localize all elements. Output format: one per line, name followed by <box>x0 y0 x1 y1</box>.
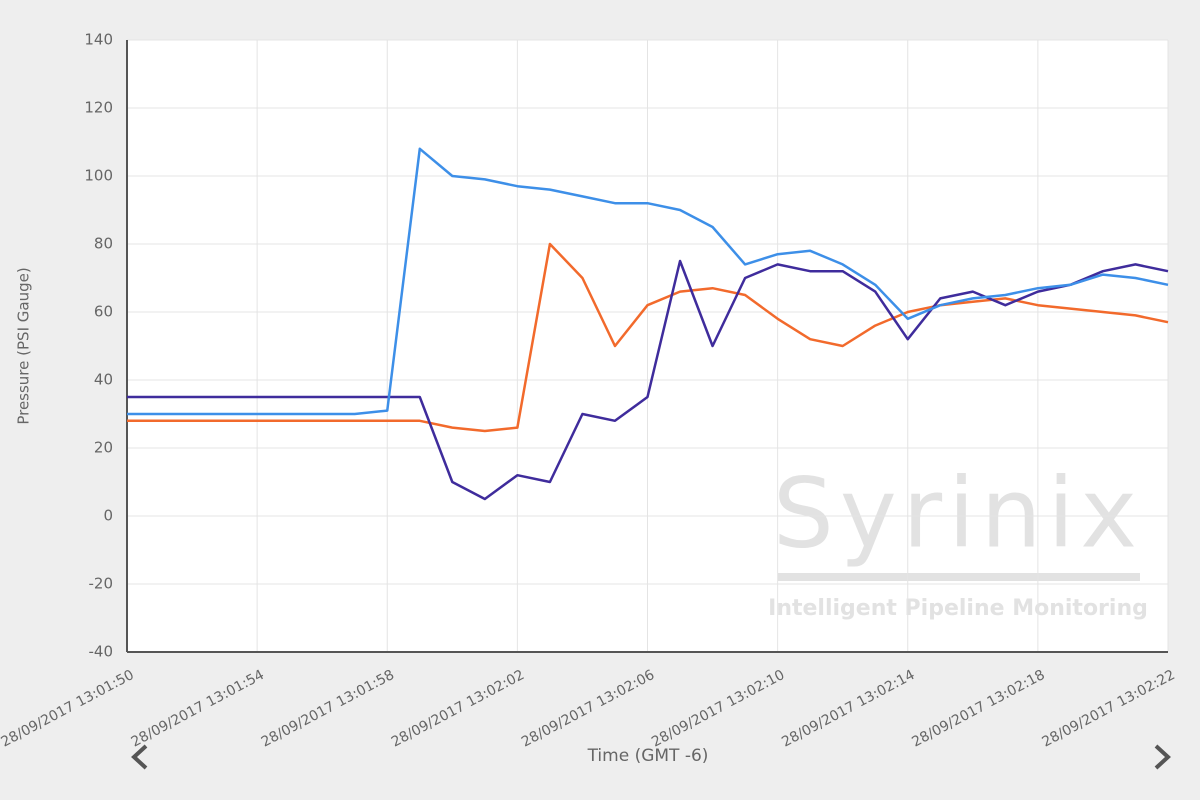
x-tick-label: 28/09/2017 13:02:10 <box>649 667 787 751</box>
y-tick-label: -40 <box>89 643 114 661</box>
prev-button[interactable] <box>131 744 148 770</box>
y-tick-label: 0 <box>103 507 113 525</box>
y-tick-label: 100 <box>84 167 113 185</box>
x-tick-label: 28/09/2017 13:01:58 <box>259 667 397 751</box>
y-tick-label: 20 <box>94 439 113 457</box>
y-tick-label: 40 <box>94 371 113 389</box>
y-tick-label: 80 <box>94 235 113 253</box>
series-line <box>127 147 1169 416</box>
watermark: Syrinix <box>773 457 1143 569</box>
watermark-bar <box>778 573 1140 581</box>
next-button[interactable] <box>1154 744 1171 770</box>
x-axis-label: Time (GMT -6) <box>587 746 709 766</box>
x-tick-label: 28/09/2017 13:02:14 <box>779 667 917 751</box>
x-tick-label: 28/09/2017 13:02:18 <box>909 667 1047 751</box>
x-tick-label: 28/09/2017 13:01:50 <box>0 667 137 751</box>
x-tick-label: 28/09/2017 13:02:06 <box>519 667 657 751</box>
x-tick-label: 28/09/2017 13:02:02 <box>389 667 527 751</box>
y-tick-label: 120 <box>84 99 113 117</box>
y-tick-label: 140 <box>84 31 113 49</box>
x-tick-label: 28/09/2017 13:02:22 <box>1040 667 1178 751</box>
y-tick-label: -20 <box>89 575 114 593</box>
series-line <box>127 259 1169 501</box>
watermark-subtitle: Intelligent Pipeline Monitoring <box>768 596 1148 621</box>
y-axis-label: Pressure (PSI Gauge) <box>15 267 33 424</box>
x-tick-label: 28/09/2017 13:01:54 <box>129 667 267 751</box>
y-tick-label: 60 <box>94 303 113 321</box>
